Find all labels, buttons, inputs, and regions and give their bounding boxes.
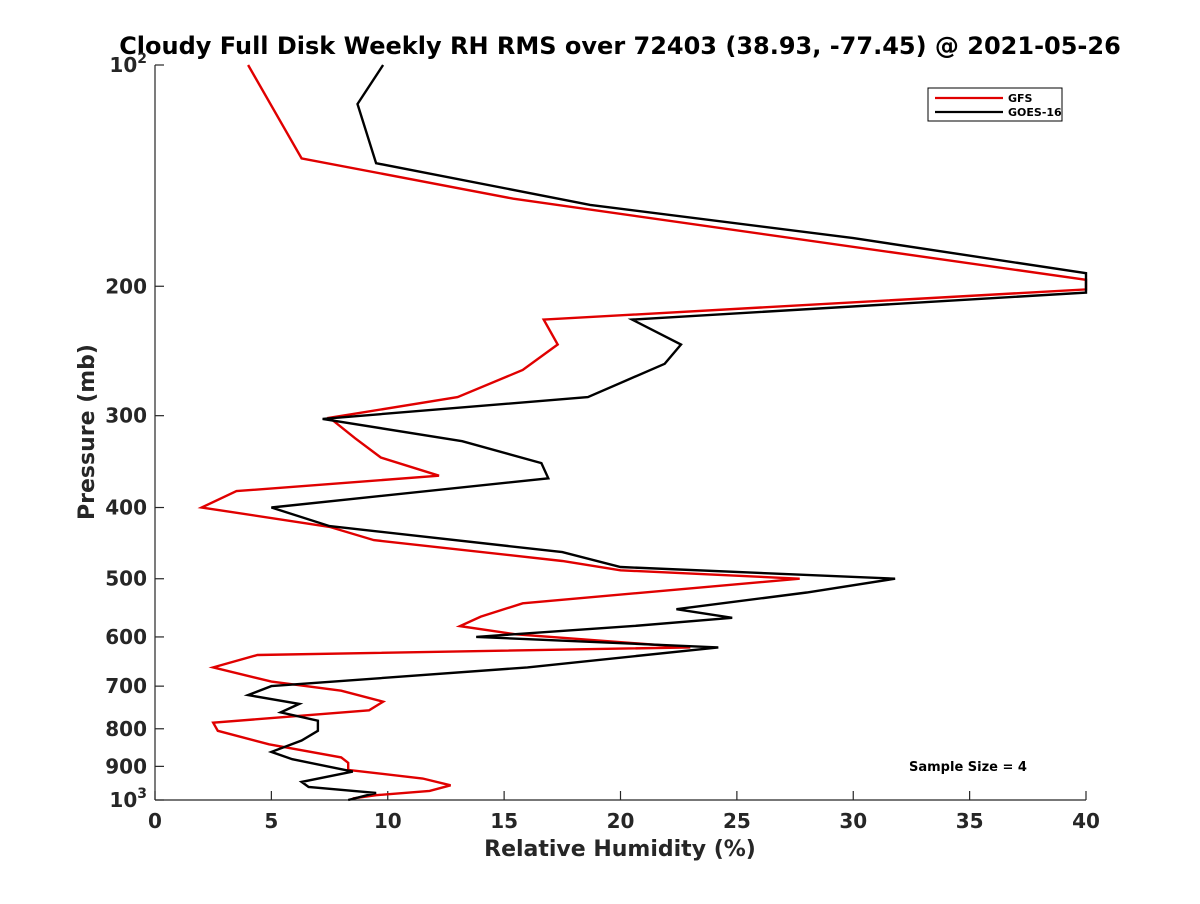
y-tick-label: 700 — [105, 674, 147, 698]
series-layer — [197, 64, 1088, 802]
x-tick-label: 20 — [607, 809, 635, 833]
x-tick-label: 25 — [723, 809, 751, 833]
y-axis-label: Pressure (mb) — [75, 344, 100, 520]
legend-label-gfs: GFS — [1008, 92, 1033, 105]
y-tick-label: 400 — [105, 496, 147, 520]
y-tick-base: 10 — [109, 53, 137, 77]
x-tick-label: 30 — [839, 809, 867, 833]
x-tick-label: 5 — [264, 809, 278, 833]
legend-label-goes16: GOES-16 — [1008, 106, 1062, 119]
series-line-gfs — [197, 64, 1088, 800]
sample-size-annotation: Sample Size = 4 — [909, 760, 1027, 775]
y-tick-label: 102 — [109, 51, 147, 77]
x-tick-label: 40 — [1072, 809, 1100, 833]
series-line-goes16 — [243, 64, 1088, 802]
y-tick-label: 600 — [105, 625, 147, 649]
legend-box — [927, 87, 1063, 122]
y-tick-base: 10 — [109, 788, 137, 812]
x-axis-label: Relative Humidity (%) — [484, 837, 756, 862]
legend: GFS GOES-16 — [927, 87, 1063, 122]
y-tick-label: 800 — [105, 717, 147, 741]
y-tick-exponent: 3 — [137, 786, 147, 802]
chart-title: Cloudy Full Disk Weekly RH RMS over 7240… — [119, 32, 1121, 60]
y-tick-label: 103 — [109, 786, 147, 812]
y-tick-label: 200 — [105, 274, 147, 298]
y-tick-label: 900 — [105, 754, 147, 778]
x-tick-label: 10 — [374, 809, 402, 833]
x-tick-label: 0 — [148, 809, 162, 833]
x-tick-label: 35 — [956, 809, 984, 833]
y-tick-label: 500 — [105, 567, 147, 591]
x-axis-ticks: 0 5 10 15 20 25 30 35 40 — [148, 791, 1100, 833]
y-tick-exponent: 2 — [137, 51, 147, 67]
x-tick-label: 15 — [490, 809, 518, 833]
y-tick-label: 300 — [105, 404, 147, 428]
